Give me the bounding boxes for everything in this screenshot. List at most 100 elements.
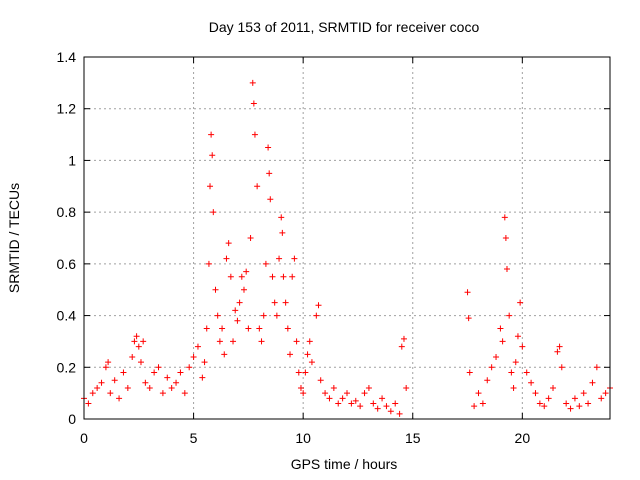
data-point bbox=[216, 338, 223, 345]
data-point bbox=[497, 325, 504, 332]
data-point bbox=[499, 338, 506, 345]
data-point bbox=[387, 408, 394, 415]
data-point bbox=[135, 343, 142, 350]
data-point bbox=[181, 390, 188, 397]
plot-frame bbox=[83, 56, 611, 420]
data-point bbox=[304, 351, 311, 358]
data-point bbox=[247, 235, 254, 241]
data-point bbox=[322, 390, 329, 397]
x-axis-label: GPS time / hours bbox=[291, 456, 398, 472]
data-point bbox=[243, 268, 250, 275]
data-point bbox=[137, 359, 144, 366]
data-point bbox=[392, 400, 399, 407]
data-point bbox=[465, 315, 472, 322]
data-point bbox=[282, 299, 289, 306]
data-point bbox=[129, 353, 136, 360]
data-point bbox=[207, 183, 214, 190]
data-point bbox=[398, 343, 405, 350]
data-point bbox=[365, 384, 372, 391]
data-point bbox=[107, 390, 114, 397]
data-point bbox=[493, 353, 500, 360]
data-point bbox=[265, 144, 272, 151]
data-point bbox=[98, 379, 105, 386]
data-point bbox=[85, 400, 92, 407]
data-point bbox=[585, 400, 592, 407]
data-point bbox=[593, 364, 600, 371]
data-point bbox=[266, 170, 273, 177]
data-point bbox=[209, 152, 216, 159]
y-tick-label: 0.8 bbox=[57, 204, 77, 220]
data-point bbox=[293, 338, 300, 345]
data-point bbox=[116, 395, 123, 402]
data-point bbox=[214, 312, 221, 319]
x-tick-label: 20 bbox=[515, 430, 531, 446]
data-point bbox=[400, 335, 407, 342]
data-point bbox=[466, 369, 473, 376]
x-tick-label: 15 bbox=[405, 430, 421, 446]
y-tick-label: 0.6 bbox=[57, 256, 77, 272]
data-point bbox=[352, 397, 359, 404]
data-point bbox=[589, 379, 596, 386]
data-point bbox=[133, 333, 140, 340]
data-point bbox=[348, 400, 355, 407]
data-point bbox=[471, 403, 478, 410]
data-point bbox=[374, 405, 381, 412]
data-point bbox=[532, 390, 539, 397]
data-point bbox=[554, 348, 561, 355]
data-point bbox=[254, 183, 261, 190]
data-point bbox=[201, 359, 208, 366]
data-point bbox=[488, 364, 495, 371]
data-point bbox=[273, 312, 280, 319]
data-point bbox=[519, 343, 526, 350]
data-point bbox=[339, 395, 346, 402]
data-point bbox=[155, 364, 162, 371]
data-point bbox=[124, 384, 131, 391]
x-tick-label: 0 bbox=[80, 430, 88, 446]
data-point bbox=[262, 260, 269, 267]
data-point bbox=[271, 299, 278, 306]
data-point bbox=[284, 325, 291, 332]
data-point bbox=[278, 214, 285, 221]
data-point bbox=[230, 338, 237, 345]
data-point bbox=[194, 343, 201, 350]
data-point bbox=[558, 364, 565, 371]
data-point bbox=[357, 403, 364, 410]
axis-ticks bbox=[83, 56, 610, 420]
data-point bbox=[186, 364, 193, 371]
data-point bbox=[120, 369, 127, 376]
y-tick-label: 0.2 bbox=[57, 359, 77, 375]
data-point bbox=[313, 312, 320, 319]
data-point bbox=[508, 369, 515, 376]
data-point bbox=[210, 209, 217, 216]
grid-lines bbox=[84, 57, 610, 419]
data-point bbox=[300, 390, 307, 397]
data-point bbox=[326, 395, 333, 402]
data-point bbox=[279, 229, 286, 236]
data-point bbox=[238, 273, 245, 280]
data-point bbox=[501, 214, 508, 221]
y-tick-label: 1 bbox=[68, 152, 76, 168]
y-tick-label: 1.4 bbox=[57, 49, 77, 65]
data-point bbox=[258, 338, 265, 345]
x-tick-label: 10 bbox=[295, 430, 311, 446]
data-point bbox=[205, 260, 212, 267]
data-point bbox=[379, 395, 386, 402]
data-point bbox=[580, 390, 587, 397]
data-point bbox=[550, 384, 557, 391]
data-point bbox=[563, 400, 570, 407]
data-point bbox=[523, 369, 530, 376]
data-point bbox=[512, 359, 519, 366]
data-point bbox=[146, 384, 153, 391]
data-point bbox=[315, 302, 322, 309]
data-point bbox=[306, 338, 313, 345]
data-point bbox=[295, 369, 302, 376]
data-point bbox=[225, 240, 232, 247]
data-point bbox=[159, 390, 166, 397]
data-point bbox=[598, 395, 605, 402]
data-point bbox=[403, 384, 410, 391]
data-point bbox=[302, 369, 309, 376]
data-point bbox=[111, 377, 118, 384]
data-point bbox=[227, 273, 234, 280]
data-point bbox=[142, 379, 149, 386]
data-point bbox=[506, 312, 513, 319]
